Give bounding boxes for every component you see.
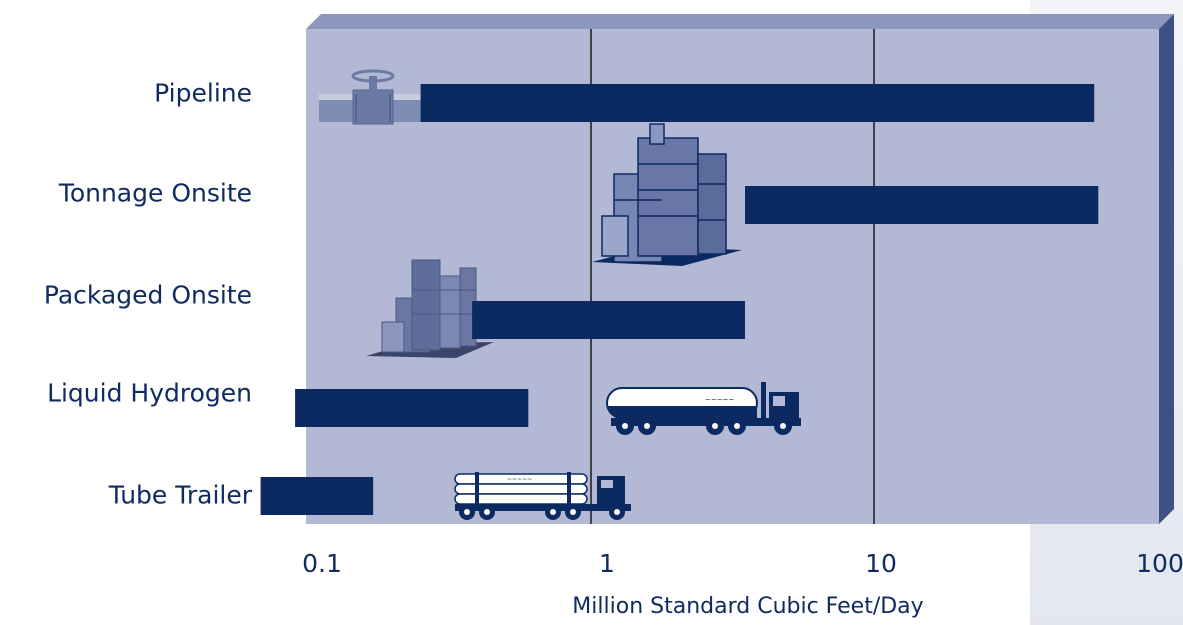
plot-top-face <box>306 14 1174 29</box>
category-label-liquid-hydrogen: Liquid Hydrogen <box>47 378 252 408</box>
tanker-truck-icon: ~~~~~ <box>606 382 801 435</box>
bar-liquid-hydrogen <box>295 389 529 427</box>
x-tick-label-0-1: 0.1 <box>302 549 342 578</box>
category-label-packaged-onsite: Packaged Onsite <box>43 280 252 310</box>
tonnage-plant-icon <box>592 123 742 266</box>
x-axis-label: Million Standard Cubic Feet/Day <box>572 594 924 619</box>
svg-text:~~~~~: ~~~~~ <box>705 396 734 404</box>
bars <box>260 84 1099 515</box>
plot-side-face <box>1159 14 1174 524</box>
bar-pipeline <box>420 84 1095 122</box>
bar-tonnage-onsite <box>745 186 1099 224</box>
valve-icon <box>319 69 427 125</box>
category-label-tonnage-onsite: Tonnage Onsite <box>58 178 252 208</box>
tube-trailer-truck-icon: ~~~~~ <box>454 472 631 520</box>
bar-tube-trailer <box>260 477 374 515</box>
x-tick-label-1: 1 <box>599 549 615 578</box>
svg-text:~~~~~: ~~~~~ <box>507 476 532 483</box>
x-tick-label-10: 10 <box>865 549 897 578</box>
x-tick-label-100: 100 <box>1136 549 1183 578</box>
category-label-pipeline: Pipeline <box>154 78 252 108</box>
category-label-tube-trailer: Tube Trailer <box>108 480 252 510</box>
packaged-plant-icon <box>366 259 494 358</box>
bar-packaged-onsite <box>472 301 745 339</box>
